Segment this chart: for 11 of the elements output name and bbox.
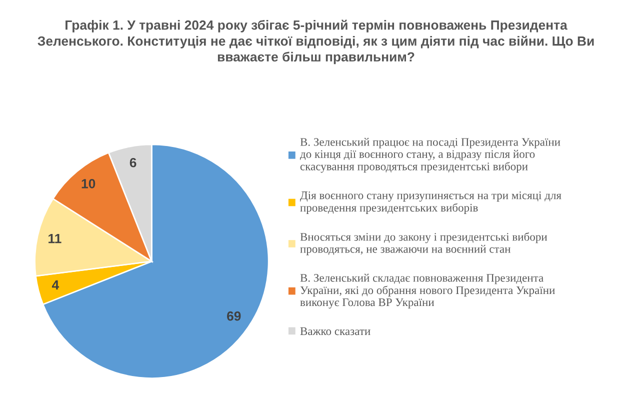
legend-label: В. Зеленський складає повноваження Президента України, які до обрання нового Президента України виконує Голова ВР України <box>300 274 555 309</box>
legend-label: В. Зеленський працює на посаді Президента України до кінця дії воєнного стану, а відразу після його скасування проводяться президентські вибори <box>300 138 560 173</box>
data-label: 6 <box>130 158 136 168</box>
legend-label: Важко сказати <box>300 327 370 336</box>
legend-label: Вносяться зміни до закону і президентські вибори проводяться, не зважаючи на воєнний стан <box>300 232 548 256</box>
data-label: 10 <box>82 178 96 188</box>
data-label: 4 <box>52 280 60 290</box>
data-label: 11 <box>48 234 62 244</box>
data-label: 69 <box>227 311 241 321</box>
chart-title: Графік 1. У травні 2024 року збігає 5-річний термін повноважень Президента Зеленського. Конституція не дає чіткої відповіді, як з цим діяти під час війни. Що Ви вважаєте більш правильним? <box>38 20 594 64</box>
legend-label: Дія воєнного стану призупиняється на три місяці для проведення президентських виборів <box>300 191 562 214</box>
